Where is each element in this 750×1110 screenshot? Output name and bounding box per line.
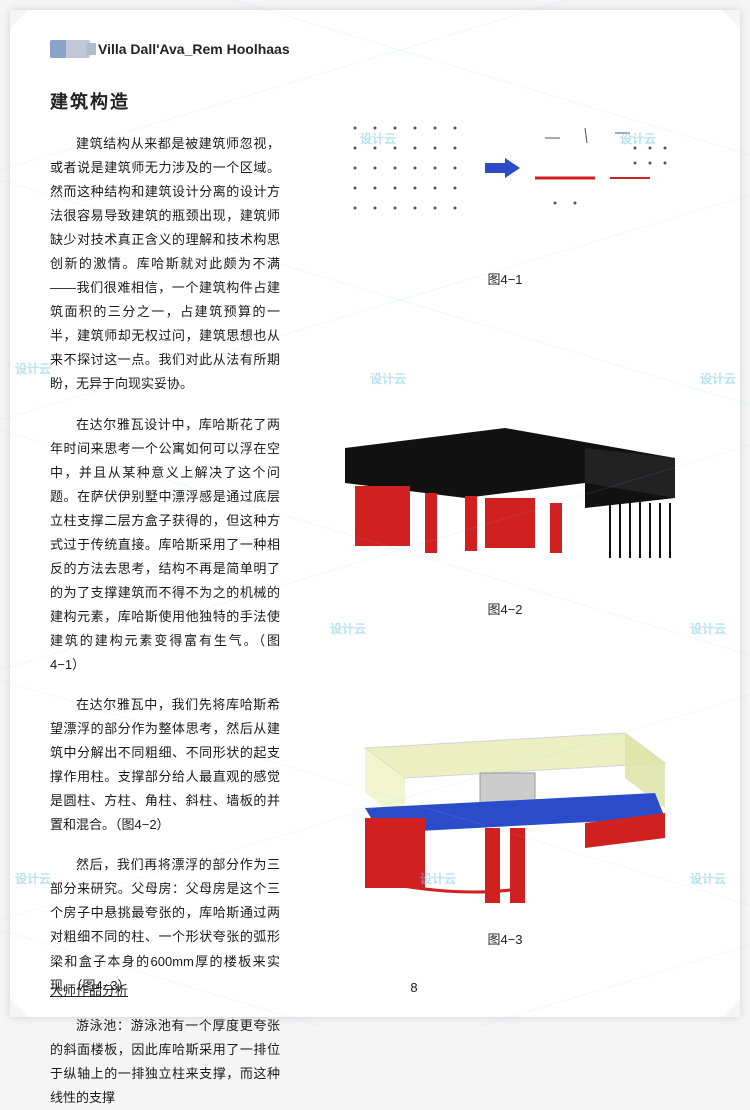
section-title: 建筑构造 <box>50 88 280 114</box>
figure-4-1: 图4−1 <box>310 108 700 288</box>
document-title: Villa Dall'Ava_Rem Hoolhaas <box>98 41 290 57</box>
corner-fold-icon <box>722 10 740 28</box>
page-number: 8 <box>410 980 417 999</box>
figure-4-3-svg <box>325 718 685 918</box>
footer: 大师作品分析 8 <box>50 980 700 999</box>
figure-4-2: 图4−2 <box>310 408 700 618</box>
corner-fold-icon <box>10 999 28 1017</box>
figure-4-1-svg <box>335 108 675 258</box>
corner-fold-icon <box>722 999 740 1017</box>
figure-4-2-svg <box>325 408 685 588</box>
paragraph-4: 然后，我们再将漂浮的部分作为三部分来研究。父母房：父母房是这个三个房子中悬挑最夸… <box>50 853 280 997</box>
paragraph-2: 在达尔雅瓦设计中，库哈斯花了两年时间来思考一个公寓如何可以浮在空中，并且从某种意… <box>50 413 280 678</box>
content-area: 建筑构造 建筑结构从来都是被建筑师忽视，或者说是建筑师无力涉及的一个区域。然而这… <box>50 78 700 958</box>
figure-4-1-label: 图4−1 <box>310 269 700 288</box>
header: Villa Dall'Ava_Rem Hoolhaas <box>50 40 700 58</box>
figure-column: 图4−1 <box>310 78 700 958</box>
document-page: Villa Dall'Ava_Rem Hoolhaas 建筑构造 建筑结构从来都… <box>10 10 740 1017</box>
paragraph-1: 建筑结构从来都是被建筑师忽视，或者说是建筑师无力涉及的一个区域。然而这种结构和建… <box>50 132 280 397</box>
figure-4-2-label: 图4−2 <box>310 599 700 618</box>
footer-left: 大师作品分析 <box>50 980 128 999</box>
figure-4-3: 图4−3 <box>310 718 700 948</box>
text-column: 建筑构造 建筑结构从来都是被建筑师忽视，或者说是建筑师无力涉及的一个区域。然而这… <box>50 78 280 958</box>
logo-icon <box>50 40 90 58</box>
paragraph-5: 游泳池：游泳池有一个厚度更夸张的斜面楼板，因此库哈斯采用了一排位于纵轴上的一排独… <box>50 1014 280 1110</box>
corner-fold-icon <box>10 10 28 28</box>
paragraph-3: 在达尔雅瓦中，我们先将库哈斯希望漂浮的部分作为整体思考，然后从建筑中分解出不同粗… <box>50 693 280 837</box>
figure-4-3-label: 图4−3 <box>310 929 700 948</box>
